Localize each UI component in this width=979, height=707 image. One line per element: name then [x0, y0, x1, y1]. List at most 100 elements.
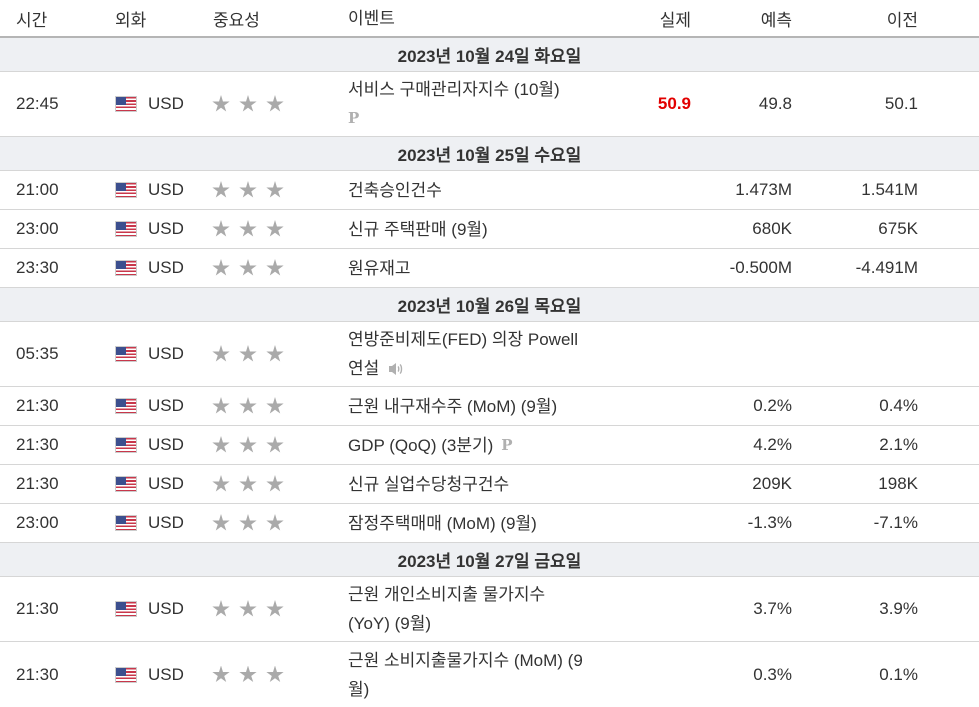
currency-cell: USD [115, 465, 215, 503]
table-row[interactable]: 23:00 USD 신규 주택판매 (9월) 680K 675K [0, 210, 979, 249]
currency-code: USD [148, 180, 184, 199]
importance-stars [212, 426, 342, 464]
us-flag-icon [115, 666, 137, 683]
date-separator: 2023년 10월 25일 수요일 [0, 137, 979, 171]
event-name-line2[interactable]: 월) [348, 679, 370, 699]
star-icon [239, 220, 257, 237]
actual-value: 50.9 [657, 94, 691, 113]
event-time: 22:45 [16, 94, 59, 113]
event-cell: GDP (QoQ) (3분기) P [348, 426, 628, 464]
table-row[interactable]: 05:35 USD 연방준비제도(FED) 의장 Powell 연설 [0, 322, 979, 387]
star-icon [212, 600, 230, 617]
star-icon [239, 259, 257, 276]
forecast-value: 3.7% [753, 599, 792, 618]
previous-value: 0.4% [879, 396, 918, 415]
star-icon [266, 181, 284, 198]
event-name[interactable]: 신규 주택판매 (9월) [348, 219, 488, 239]
event-name[interactable]: 근원 내구재수주 (MoM) (9월) [348, 396, 558, 416]
importance-stars [212, 171, 342, 209]
star-icon [239, 475, 257, 492]
header-previous[interactable]: 이전 [886, 10, 918, 30]
currency-cell: USD [115, 249, 215, 287]
header-event[interactable]: 이벤트 [348, 8, 395, 28]
currency-cell: USD [115, 504, 215, 542]
table-row[interactable]: 21:30 USD GDP (QoQ) (3분기) P 4.2% 2.1% [0, 426, 979, 465]
star-icon [239, 600, 257, 617]
event-time: 23:30 [16, 258, 59, 277]
event-name-line2[interactable]: (YoY) (9월) [348, 614, 432, 633]
importance-stars [212, 387, 342, 425]
event-cell: 근원 개인소비지출 물가지수 (YoY) (9월) [348, 577, 628, 641]
importance-stars [212, 249, 342, 287]
forecast-value [692, 322, 792, 386]
header-forecast[interactable]: 예측 [760, 10, 792, 30]
importance-stars [212, 465, 342, 503]
event-name[interactable]: 신규 실업수당청구건수 [348, 474, 510, 494]
event-name-line1[interactable]: 근원 개인소비지출 물가지수 [348, 585, 546, 604]
event-name[interactable]: GDP (QoQ) (3분기) [348, 435, 494, 455]
forecast-value: 4.2% [753, 435, 792, 454]
header-currency[interactable]: 외화 [115, 10, 147, 30]
previous-value: 3.9% [879, 599, 918, 618]
us-flag-icon [115, 96, 137, 112]
event-name[interactable]: 서비스 구매관리자지수 (10월) [348, 80, 560, 99]
previous-value [808, 322, 918, 386]
actual-value [611, 249, 691, 287]
previous-value: 675K [878, 219, 918, 238]
forecast-value: -1.3% [747, 513, 792, 532]
event-name[interactable]: 건축승인건수 [348, 180, 442, 200]
us-flag-icon [115, 221, 137, 237]
previous-value: 0.1% [879, 664, 918, 684]
table-row[interactable]: 21:30 USD 근원 개인소비지출 물가지수 (YoY) (9월) 3.7%… [0, 577, 979, 642]
speaker-icon [389, 362, 403, 375]
star-icon [212, 259, 230, 276]
header-importance[interactable]: 중요성 [213, 10, 260, 30]
actual-value [611, 577, 691, 641]
table-row[interactable]: 21:30 USD 근원 내구재수주 (MoM) (9월) 0.2% 0.4% [0, 387, 979, 426]
actual-value [611, 171, 691, 209]
event-name-line1[interactable]: 근원 소비지출물가지수 (MoM) (9 [348, 650, 583, 670]
table-row[interactable]: 21:30 USD 근원 소비지출물가지수 (MoM) (9 월) 0.3% 0… [0, 642, 979, 707]
table-row[interactable]: 21:30 USD 신규 실업수당청구건수 209K 198K [0, 465, 979, 504]
header-time[interactable]: 시간 [16, 10, 48, 30]
table-row[interactable]: 23:00 USD 잠정주택매매 (MoM) (9월) -1.3% -7.1% [0, 504, 979, 543]
table-row[interactable]: 23:30 USD 원유재고 -0.500M -4.491M [0, 249, 979, 288]
currency-cell: USD [115, 426, 215, 464]
star-icon [239, 345, 257, 362]
currency-cell: USD [115, 322, 215, 386]
event-time: 21:30 [16, 599, 59, 618]
us-flag-icon [115, 476, 137, 492]
star-icon [239, 95, 257, 112]
importance-stars [212, 642, 342, 707]
event-time: 05:35 [16, 344, 59, 363]
star-icon [212, 220, 230, 237]
star-icon [266, 345, 284, 362]
preliminary-p-icon: P [348, 109, 360, 127]
actual-value [611, 426, 691, 464]
star-icon [266, 436, 284, 453]
table-header: 시간 외화 중요성 이벤트 실제 예측 이전 [0, 0, 979, 38]
currency-code: USD [148, 664, 184, 684]
event-name-line2[interactable]: 연설 [348, 359, 380, 378]
currency-code: USD [148, 599, 184, 618]
table-row[interactable]: 22:45 USD 서비스 구매관리자지수 (10월) P 50.9 49.8 … [0, 72, 979, 137]
event-time: 23:00 [16, 513, 59, 532]
event-cell: 서비스 구매관리자지수 (10월) P [348, 72, 628, 136]
actual-value [611, 642, 691, 707]
header-actual[interactable]: 실제 [659, 10, 691, 30]
currency-code: USD [148, 474, 184, 493]
star-icon [266, 220, 284, 237]
table-row[interactable]: 21:00 USD 건축승인건수 1.473M 1.541M [0, 171, 979, 210]
event-name[interactable]: 원유재고 [348, 258, 411, 278]
currency-cell: USD [115, 210, 215, 248]
star-icon [212, 436, 230, 453]
star-icon [266, 665, 284, 683]
event-name[interactable]: 잠정주택매매 (MoM) (9월) [348, 513, 537, 533]
star-icon [212, 514, 230, 531]
currency-cell: USD [115, 387, 215, 425]
event-name-line1[interactable]: 연방준비제도(FED) 의장 Powell [348, 330, 578, 349]
us-flag-icon [115, 515, 137, 531]
star-icon [266, 475, 284, 492]
currency-code: USD [148, 344, 184, 363]
